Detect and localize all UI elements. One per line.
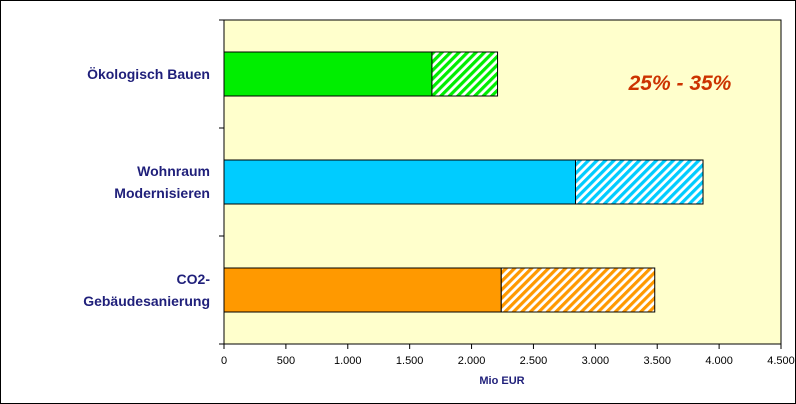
x-axis-title: Mio EUR: [479, 375, 524, 387]
bar-segment-1-1: [223, 51, 433, 97]
bar-segment-3-1: [223, 267, 502, 313]
bars-layer: [223, 51, 704, 313]
x-tick-label-6: 2.500: [520, 355, 548, 367]
bar-segment-2-2: [575, 159, 704, 205]
x-tick-label-5: 2.000: [458, 355, 486, 367]
bar-segment-2-1: [223, 159, 577, 205]
x-tick-label-9: 4.000: [705, 355, 733, 367]
annotation-label: 25% - 35%: [628, 72, 732, 95]
axes-layer: Ökologisch Bauen Wohnraum Modernisieren CO2…: [83, 19, 795, 367]
x-tick-label-8: 3.500: [643, 355, 671, 367]
x-tick-label-4: 1.500: [396, 355, 424, 367]
bar-segment-3-2: [500, 267, 656, 313]
category-label-3: CO2-Gebäudesanierung: [83, 271, 210, 309]
category-label-2: Wohnraum Modernisieren: [114, 163, 210, 201]
x-tick-label-1: 0: [221, 355, 227, 367]
x-tick-label-2: 500: [277, 355, 295, 367]
x-tick-label-10: 4.500: [767, 355, 795, 367]
x-tick-label-7: 3.000: [582, 355, 610, 367]
x-tick-label-3: 1.000: [334, 355, 362, 367]
category-label-1: Ökologisch Bauen: [87, 66, 210, 82]
bar-segment-1-2: [431, 51, 499, 97]
